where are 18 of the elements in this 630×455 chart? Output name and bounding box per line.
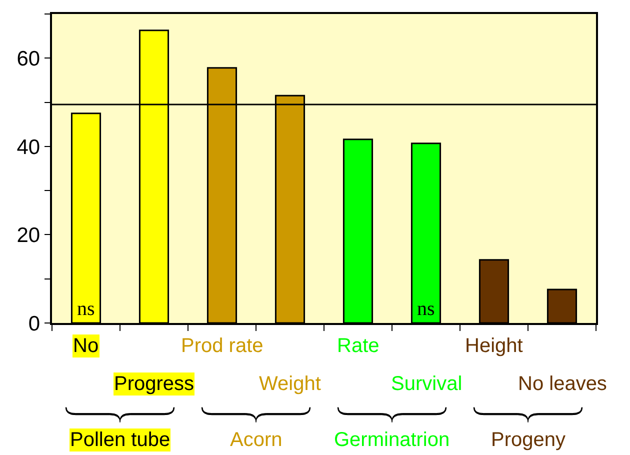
x-tick-label: Height (465, 335, 524, 357)
x-tick-label: Rate (337, 335, 380, 357)
x-tick-label: Weight (259, 373, 322, 395)
x-tick-label: Survival (391, 373, 462, 395)
text: Acorn (230, 429, 282, 451)
y-tick-label: 0 (28, 312, 40, 336)
data-label: ns (417, 298, 435, 320)
text: Progeny (491, 429, 566, 451)
y-tick-label: 20 (16, 224, 40, 248)
x-tick-label: Prod rate (181, 335, 264, 357)
y-tick-label: 40 (16, 136, 40, 159)
text: Germinatrion (334, 429, 450, 451)
data-label: ns (77, 298, 95, 320)
x-tick-label: Progress (114, 373, 194, 395)
x-tick-label: No leaves (518, 373, 607, 395)
text: Pollen tube (70, 429, 170, 451)
x-tick-label: No (73, 335, 99, 357)
y-tick-label: 60 (16, 47, 40, 70)
